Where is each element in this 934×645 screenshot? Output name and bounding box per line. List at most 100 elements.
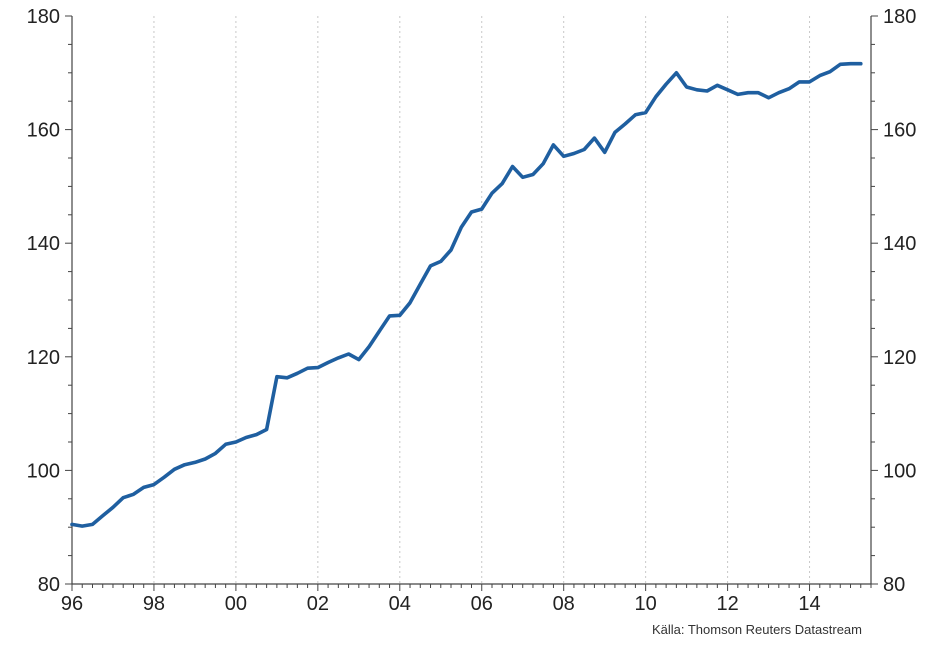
data-point: [429, 265, 432, 267]
data-point: [798, 81, 801, 83]
y-tick-label-left: 180: [27, 6, 60, 28]
x-tick-label: 10: [635, 593, 657, 615]
chart-axes: [71, 16, 872, 585]
y-tick-label-right: 140: [883, 233, 916, 255]
data-point: [460, 226, 463, 229]
data-point: [450, 249, 452, 251]
data-point: [614, 131, 616, 134]
data-point: [358, 358, 360, 361]
data-point: [583, 148, 585, 151]
data-point: [532, 173, 534, 176]
data-point: [788, 87, 790, 90]
data-point: [521, 176, 524, 179]
y-tick-label-right: 80: [883, 574, 905, 596]
data-point: [71, 523, 73, 526]
data-point: [644, 111, 647, 114]
data-point: [173, 468, 176, 471]
data-point: [142, 486, 145, 489]
data-point: [276, 375, 278, 378]
x-tick-label: 04: [389, 593, 411, 615]
x-tick-label: 06: [471, 593, 493, 615]
data-point: [562, 155, 565, 158]
data-point: [696, 89, 698, 91]
data-point: [153, 483, 155, 486]
data-point: [747, 91, 749, 94]
data-point: [859, 62, 862, 65]
data-point: [235, 441, 237, 443]
data-point: [726, 89, 729, 91]
data-point: [675, 72, 678, 74]
y-tick-label-right: 100: [883, 460, 916, 482]
tick-labels: 80 80 100 100 120 120 140 140 160 160 180 180 96 98 00…: [27, 6, 917, 615]
data-point: [552, 144, 555, 146]
y-tick-label-left: 80: [38, 574, 60, 596]
x-tick-label: 00: [225, 593, 247, 615]
data-point: [183, 463, 186, 466]
data-point: [368, 345, 370, 348]
data-point: [327, 361, 329, 364]
x-tick-label: 12: [716, 593, 738, 615]
data-point: [112, 506, 114, 509]
data-point: [634, 114, 637, 116]
y-tick-label-left: 100: [27, 460, 60, 482]
data-point: [317, 366, 319, 369]
y-tick-label-left: 120: [27, 347, 60, 369]
data-point: [685, 86, 688, 88]
data-point: [214, 452, 217, 455]
data-point: [501, 182, 504, 185]
data-point: [511, 165, 514, 168]
y-tick-label-right: 180: [883, 6, 916, 28]
data-point: [593, 137, 596, 139]
data-point: [337, 357, 340, 359]
data-point: [296, 372, 299, 375]
data-point: [132, 493, 135, 496]
data-point: [839, 63, 842, 66]
y-tick-label-left: 160: [27, 120, 60, 142]
data-point: [224, 443, 227, 446]
series-layer: [70, 61, 863, 528]
data-point: [767, 96, 770, 99]
data-point: [818, 74, 821, 77]
data-point: [388, 315, 391, 317]
data-point: [378, 330, 381, 333]
data-point: [849, 62, 852, 65]
data-point: [398, 314, 401, 317]
data-point: [347, 353, 350, 355]
data-point: [101, 515, 104, 517]
source-note: Källa: Thomson Reuters Datastream: [651, 622, 862, 637]
data-point: [81, 525, 84, 527]
data-point: [91, 523, 94, 526]
data-point: [194, 461, 196, 464]
data-point: [439, 260, 442, 263]
data-point: [122, 496, 125, 499]
data-point: [245, 436, 247, 439]
data-point: [603, 151, 606, 154]
x-tick-label: 98: [143, 593, 165, 615]
data-point: [470, 211, 473, 213]
data-point: [491, 192, 493, 195]
data-point: [255, 433, 258, 436]
series-line: [70, 61, 863, 528]
data-point: [706, 90, 708, 92]
data-point: [204, 458, 206, 460]
data-point: [829, 70, 831, 73]
data-point: [419, 283, 422, 285]
data-point: [624, 123, 626, 125]
data-point: [409, 302, 411, 304]
y-tick-label-right: 160: [883, 120, 916, 142]
data-point: [808, 81, 811, 83]
x-tick-label: 14: [798, 593, 820, 615]
data-point: [573, 152, 575, 155]
x-tick-label: 02: [307, 593, 329, 615]
data-point: [655, 95, 657, 98]
y-tick-label-right: 120: [883, 347, 916, 369]
data-point: [480, 208, 483, 210]
data-point: [286, 377, 288, 379]
data-point: [665, 83, 667, 85]
data-point: [265, 428, 268, 431]
data-point: [716, 84, 719, 87]
tick-marks: [65, 15, 878, 591]
data-point: [306, 367, 309, 369]
data-point: [757, 91, 760, 94]
